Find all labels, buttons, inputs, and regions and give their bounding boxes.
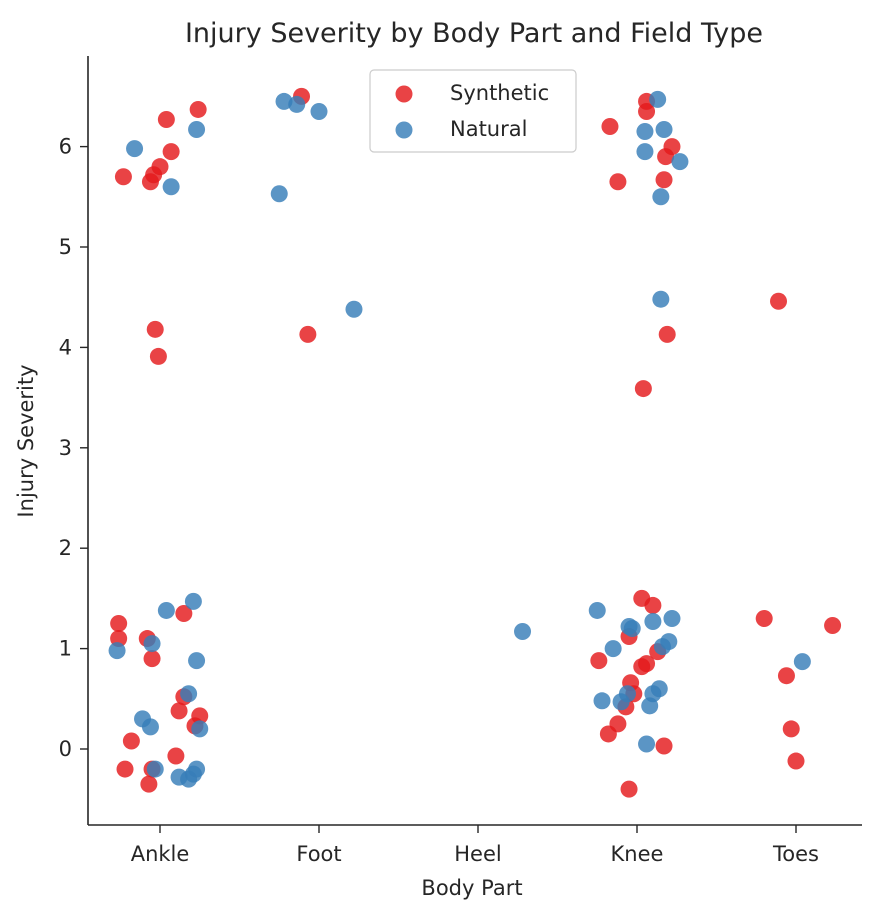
data-point-synthetic — [590, 652, 608, 670]
series-natural — [108, 90, 811, 788]
data-point-natural — [636, 123, 654, 141]
data-point-synthetic — [638, 102, 656, 120]
data-point-synthetic — [601, 118, 619, 136]
y-tick-label: 5 — [59, 235, 72, 259]
data-point-synthetic — [157, 110, 175, 128]
x-tick-label: Knee — [611, 842, 664, 866]
data-point-natural — [655, 121, 673, 139]
data-point-natural — [671, 153, 689, 171]
x-tick-label: Foot — [296, 842, 341, 866]
data-point-synthetic — [657, 148, 675, 166]
data-point-natural — [593, 692, 611, 710]
data-point-natural — [649, 90, 667, 108]
data-point-synthetic — [620, 780, 638, 798]
y-tick-label: 0 — [59, 737, 72, 761]
data-point-synthetic — [116, 760, 134, 778]
data-point-natural — [604, 640, 622, 658]
data-point-natural — [141, 718, 159, 736]
data-point-natural — [653, 638, 671, 656]
data-point-synthetic — [824, 617, 842, 635]
data-point-natural — [288, 95, 306, 113]
y-tick-label: 1 — [59, 637, 72, 661]
data-point-synthetic — [170, 702, 188, 720]
data-point-synthetic — [122, 732, 140, 750]
data-point-natural — [143, 635, 161, 653]
x-axis-label: Body Part — [421, 876, 522, 900]
legend-frame — [369, 69, 577, 153]
data-point-synthetic — [755, 609, 773, 627]
legend-label-natural: Natural — [450, 117, 527, 141]
data-point-synthetic — [167, 747, 185, 765]
data-point-synthetic — [770, 292, 788, 310]
data-point-natural — [652, 290, 670, 308]
series-synthetic — [110, 87, 842, 798]
data-point-synthetic — [658, 325, 676, 343]
data-point-synthetic — [110, 615, 128, 632]
data-point-synthetic — [146, 320, 164, 338]
data-point-natural — [146, 760, 164, 778]
data-point-synthetic — [638, 655, 656, 673]
data-point-natural — [623, 620, 641, 638]
data-point-synthetic — [655, 171, 673, 189]
data-point-synthetic — [599, 725, 617, 743]
x-tick-label: Heel — [454, 842, 501, 866]
data-point-synthetic — [162, 143, 180, 161]
chart-title: Injury Severity by Body Part and Field T… — [185, 18, 763, 49]
data-point-natural — [157, 601, 175, 619]
data-point-natural — [310, 102, 328, 120]
x-tick-label: Ankle — [131, 842, 190, 866]
data-point-synthetic — [787, 752, 805, 770]
data-point-natural — [184, 592, 202, 610]
data-point-natural — [793, 653, 811, 671]
data-point-natural — [180, 770, 198, 788]
data-point-synthetic — [149, 347, 167, 365]
data-point-synthetic — [655, 737, 673, 755]
data-point-natural — [191, 720, 209, 738]
data-point-natural — [345, 300, 363, 318]
data-point-synthetic — [644, 596, 662, 614]
data-point-synthetic — [299, 325, 317, 343]
y-tick-label: 6 — [59, 135, 72, 159]
x-tick-label: Toes — [772, 842, 819, 866]
data-point-synthetic — [782, 720, 800, 738]
data-point-natural — [612, 693, 630, 711]
x-axis-ticks: Ankle Foot Heel Knee Toes — [131, 825, 819, 866]
data-point-natural — [644, 612, 662, 630]
data-point-natural — [126, 140, 144, 158]
y-axis-ticks: 0 1 2 3 4 5 6 — [59, 135, 88, 761]
data-point-natural — [108, 642, 126, 660]
data-point-synthetic — [189, 100, 207, 118]
y-tick-label: 4 — [59, 335, 72, 359]
data-point-natural — [636, 143, 654, 161]
data-point-natural — [652, 188, 670, 206]
data-point-synthetic — [175, 604, 193, 622]
data-point-natural — [188, 652, 206, 670]
data-point-natural — [162, 178, 180, 196]
y-tick-label: 2 — [59, 536, 72, 560]
data-point-synthetic — [114, 168, 132, 186]
data-point-synthetic — [140, 775, 158, 793]
data-point-natural — [188, 121, 206, 139]
data-point-natural — [270, 185, 288, 203]
legend: Synthetic Natural — [369, 69, 577, 153]
data-point-synthetic — [609, 173, 627, 191]
data-point-synthetic — [151, 158, 169, 176]
data-point-synthetic — [143, 650, 161, 668]
data-point-synthetic — [777, 667, 795, 685]
y-axis-label: Injury Severity — [14, 364, 38, 517]
data-point-natural — [180, 685, 198, 703]
points-layer — [108, 87, 842, 798]
data-point-natural — [638, 735, 656, 753]
data-point-natural — [275, 92, 293, 110]
data-point-natural — [514, 623, 532, 641]
legend-marker-natural — [395, 121, 413, 139]
data-point-synthetic — [634, 380, 652, 398]
data-point-natural — [641, 697, 659, 715]
legend-label-synthetic: Synthetic — [450, 81, 549, 105]
data-point-natural — [588, 601, 606, 619]
y-tick-label: 3 — [59, 436, 72, 460]
legend-marker-synthetic — [395, 85, 413, 103]
data-point-natural — [663, 609, 681, 627]
